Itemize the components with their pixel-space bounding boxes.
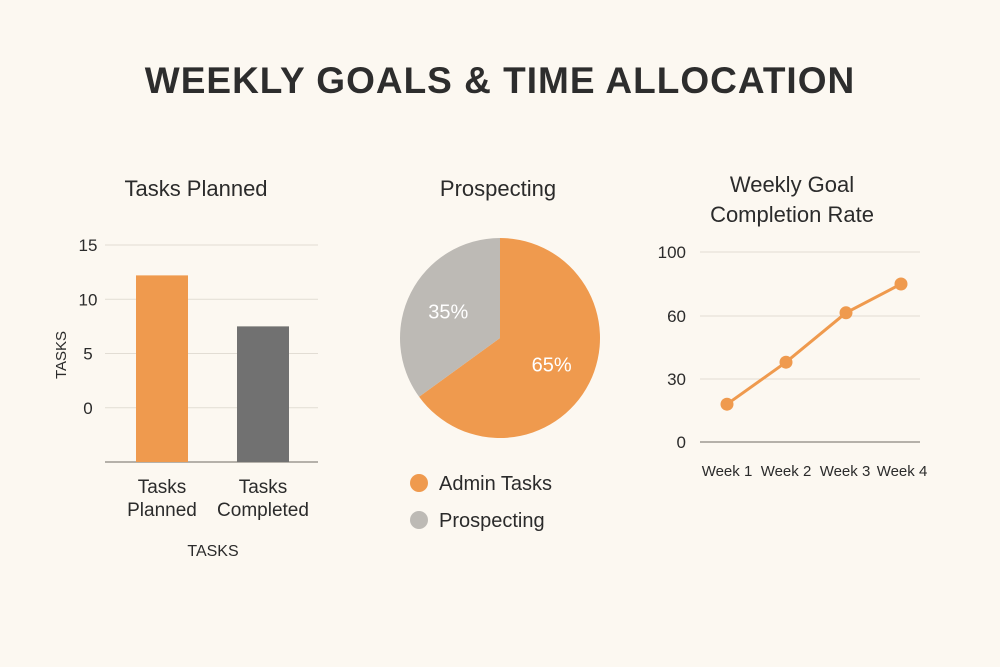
bar-ytick-label: 10: [79, 290, 98, 309]
line-series-path: [726, 282, 902, 406]
bar-ytick-label: 0: [83, 399, 92, 418]
line-chart: Weekly Goal Completion Rate 0 30 60 100 Wee…: [658, 172, 928, 480]
bar-1: [136, 275, 188, 462]
bar-xtick-label: Tasks: [138, 477, 187, 498]
pie-chart-title: Prospecting: [440, 176, 556, 201]
line-ytick-label: 30: [667, 370, 686, 389]
bar-xtick-label: Planned: [127, 500, 197, 521]
pie-chart: Prospecting 65% 35% Admin Tasks Prospectin…: [399, 176, 600, 532]
bar-chart-xlabel: TASKS: [187, 543, 238, 560]
bar-xtick-label: Completed: [217, 500, 309, 521]
line-xtick-label: Week 3: [820, 463, 871, 480]
bar-xtick-label: Tasks: [239, 477, 288, 498]
line-point-1: [720, 397, 734, 411]
line-chart-title-line-1: Weekly Goal: [730, 172, 854, 197]
legend-label: Admin Tasks: [439, 473, 552, 495]
legend-label: Prospecting: [439, 510, 545, 532]
bar-ytick-label: 15: [79, 236, 98, 255]
bar-chart-ylabel: TASKS: [53, 331, 70, 379]
legend-swatch: [410, 511, 428, 529]
line-xtick-label: Week 1: [702, 463, 753, 480]
pie-slice-label: 65%: [532, 354, 572, 376]
legend-swatch: [410, 474, 428, 492]
line-point-2: [779, 355, 793, 369]
line-xtick-label: Week 2: [761, 463, 812, 480]
bar-chart-title: Tasks Planned: [124, 176, 267, 201]
line-ytick-label: 60: [667, 307, 686, 326]
line-point-3: [839, 306, 853, 320]
line-ytick-label: 0: [677, 433, 686, 452]
line-point-4: [894, 277, 908, 291]
line-chart-title-line-2: Completion Rate: [710, 202, 874, 227]
pie-slice-label: 35%: [428, 302, 468, 324]
line-ytick-label: 100: [658, 243, 686, 262]
pie-slice-2: [399, 238, 500, 397]
bar-2: [237, 326, 289, 462]
bar-ytick-label: 5: [83, 345, 92, 364]
line-xtick-label: Week 4: [877, 463, 928, 480]
pie-slice-1: [419, 238, 600, 438]
page-title: WEEKLY GOALS & TIME ALLOCATION: [144, 60, 856, 101]
